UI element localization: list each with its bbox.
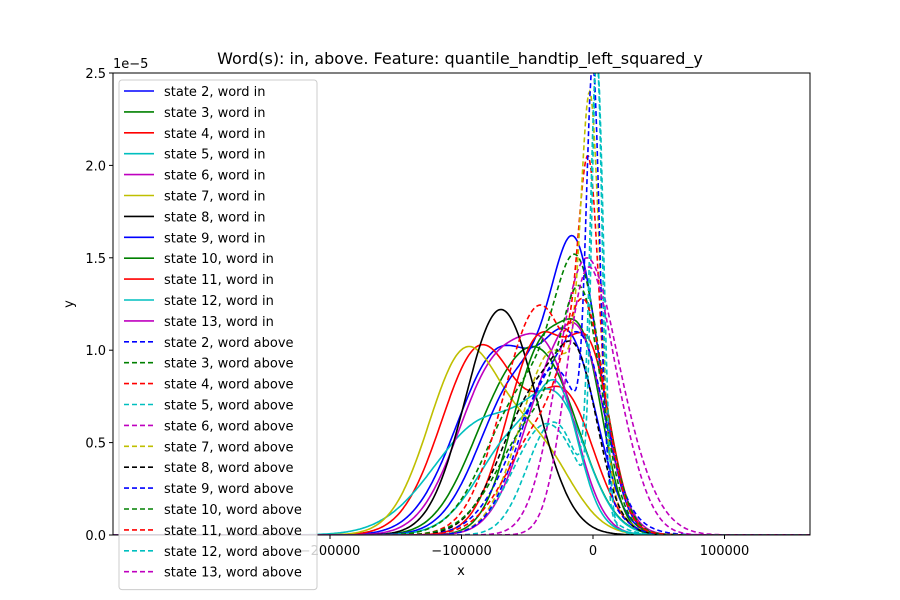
legend-label: state 13, word in <box>164 315 274 330</box>
x-tick-label: −100000 <box>431 544 492 559</box>
legend-label: state 9, word in <box>164 231 266 246</box>
y-tick-label: 1.0 <box>85 344 106 359</box>
y-tick-label: 2.5 <box>85 67 106 82</box>
legend: state 2, word in state 3, word in state 4,… <box>118 79 318 591</box>
legend-label: state 10, word above <box>164 503 302 518</box>
series-line-11 <box>113 379 810 535</box>
legend-label: state 5, word in <box>164 148 266 163</box>
series-line-20 <box>113 73 810 535</box>
y-tick-label: 0.0 <box>85 529 106 544</box>
legend-box <box>118 79 318 591</box>
legend-label: state 12, word above <box>164 545 302 560</box>
legend-label: state 11, word in <box>164 273 274 288</box>
legend-label: state 8, word above <box>164 461 294 476</box>
series-line-17 <box>113 256 810 535</box>
x-axis-label: x <box>457 564 465 579</box>
series-line-14 <box>113 253 810 535</box>
legend-label: state 2, word above <box>164 336 294 351</box>
chart-title: Word(s): in, above. Feature: quantile_ha… <box>217 49 703 69</box>
legend-label: state 6, word above <box>164 419 294 434</box>
y-offset-label: 1e−5 <box>113 57 148 72</box>
legend-label: state 6, word in <box>164 169 266 184</box>
legend-label: state 11, word above <box>164 524 302 539</box>
legend-label: state 13, word above <box>164 566 302 581</box>
legend-label: state 2, word in <box>164 85 266 100</box>
series-line-2 <box>113 345 810 535</box>
y-tick-label: 2.0 <box>85 159 106 174</box>
y-tick-label: 0.5 <box>85 437 106 452</box>
y-axis-label: y <box>62 300 77 308</box>
legend-label: state 8, word in <box>164 210 266 225</box>
legend-label: state 7, word in <box>164 190 266 205</box>
series-line-7 <box>113 308 810 535</box>
series-line-10 <box>113 330 810 535</box>
legend-label: state 4, word above <box>164 378 294 393</box>
series-line-5 <box>113 332 810 535</box>
series-line-9 <box>113 317 810 535</box>
legend-label: state 12, word in <box>164 294 274 309</box>
series-line-15 <box>113 155 810 535</box>
series-line-6 <box>113 345 810 535</box>
legend-label: state 5, word above <box>164 399 294 414</box>
x-tick-label: 100000 <box>700 544 750 559</box>
legend-label: state 3, word in <box>164 106 266 121</box>
legend-label: state 9, word above <box>164 482 294 497</box>
legend-label: state 4, word in <box>164 127 266 142</box>
series-line-8 <box>113 234 810 535</box>
legend-label: state 3, word above <box>164 357 294 372</box>
legend-label: state 7, word above <box>164 440 294 455</box>
legend-label: state 10, word in <box>164 252 274 267</box>
y-tick-label: 1.5 <box>85 252 106 267</box>
series-line-3 <box>113 343 810 535</box>
x-tick-label: 0 <box>589 544 597 559</box>
